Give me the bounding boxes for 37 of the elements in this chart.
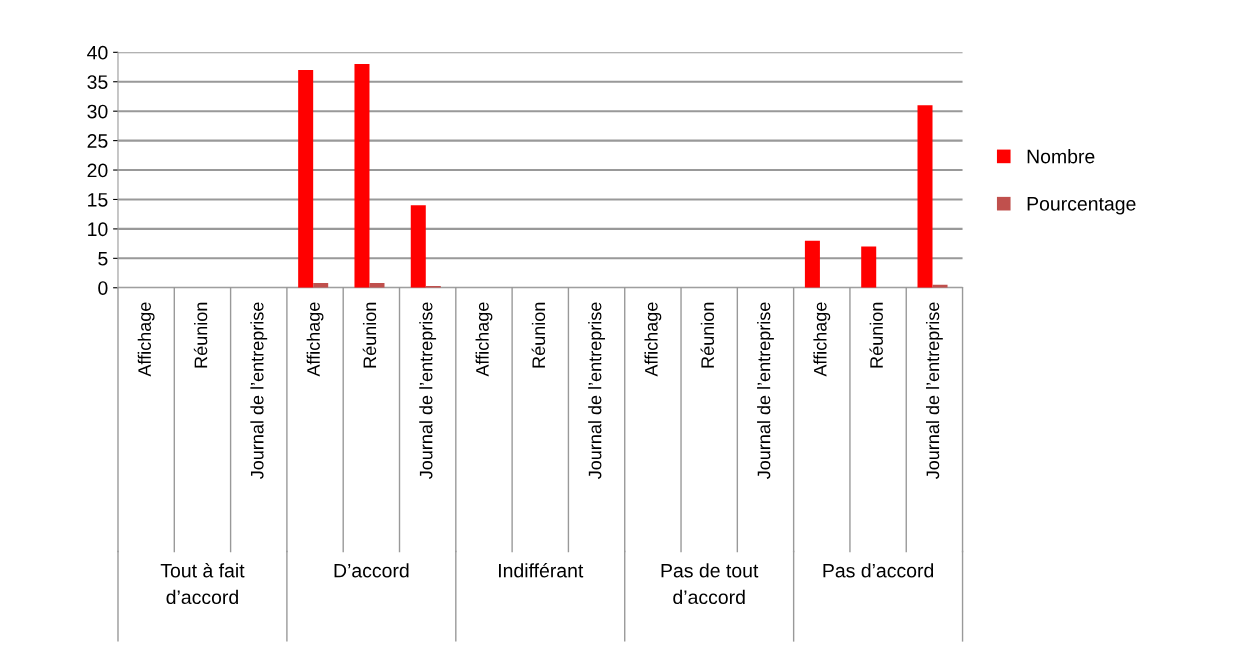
y-tick-label: 35 (87, 75, 108, 89)
bar (298, 69, 314, 288)
text: Pas de tout d’accord (661, 563, 759, 605)
y-tick-label: 20 (87, 163, 108, 178)
text: Pas d’accord (823, 563, 934, 578)
bar (861, 246, 877, 288)
x-tick-label: Réunion (362, 302, 377, 368)
legend-label: Pourcentage (1027, 197, 1136, 215)
y-tick-label: 15 (88, 193, 108, 207)
text: Indifférant (499, 563, 584, 578)
y-tick-label: 25 (87, 134, 108, 148)
y-tick-label: 10 (88, 222, 108, 237)
x-tick-label: Affichage (306, 302, 324, 377)
x-tick-label: Affichage (137, 302, 155, 377)
bar (410, 205, 426, 288)
x-tick-label: Journal de l’entreprise (250, 302, 268, 479)
y-tick-label: 0 (98, 281, 108, 295)
bar (804, 240, 820, 288)
bar (917, 105, 933, 288)
bar (354, 64, 370, 288)
text: D’accord (334, 563, 409, 578)
x-tick-label: Affichage (475, 302, 493, 377)
x-tick-label: Journal de l’entreprise (419, 302, 437, 479)
x-tick-label: Journal de l’entreprise (588, 302, 605, 479)
x-tick-label: Affichage (813, 302, 831, 377)
x-tick-label: Affichage (644, 302, 662, 377)
x-tick-label: Réunion (700, 302, 715, 368)
x-tick-label: Journal de l’entreprise (757, 302, 774, 479)
y-tick-label: 30 (87, 104, 108, 119)
x-tick-label: Réunion (193, 302, 208, 368)
y-tick-label: 5 (98, 252, 108, 266)
y-tick-label: 40 (87, 45, 108, 60)
x-tick-label: Réunion (869, 302, 883, 368)
text: Tout à fait d’accord (160, 563, 245, 605)
x-tick-label: Journal de l’entreprise (925, 302, 943, 479)
x-tick-label: Réunion (531, 302, 546, 368)
legend-label: Nombre (1027, 149, 1095, 164)
